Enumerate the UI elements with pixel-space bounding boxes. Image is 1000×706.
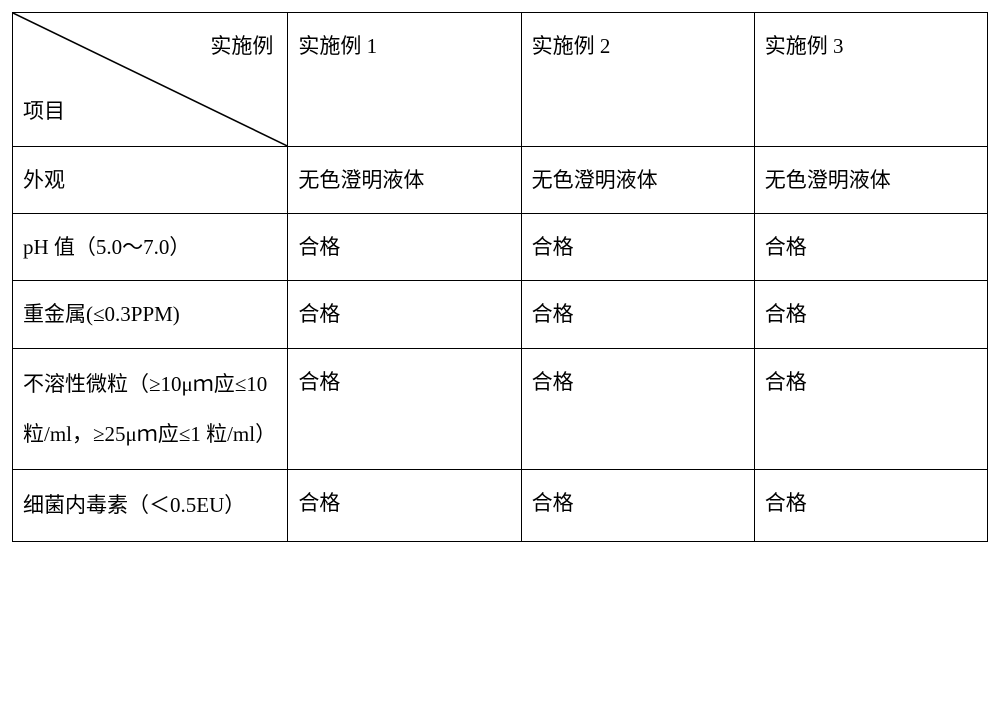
data-table: 实施例 项目 实施例 1 实施例 2 实施例 3 外观 无色澄明液体 无色澄明液… bbox=[12, 12, 988, 542]
table-row: 外观 无色澄明液体 无色澄明液体 无色澄明液体 bbox=[13, 147, 988, 214]
row-cell: 合格 bbox=[288, 214, 521, 281]
row-cell: 合格 bbox=[288, 348, 521, 470]
row-cell: 合格 bbox=[521, 470, 754, 541]
table-row: 重金属(≤0.3PPM) 合格 合格 合格 bbox=[13, 281, 988, 348]
table-row: 细菌内毒素（＜0.5EU） 合格 合格 合格 bbox=[13, 470, 988, 541]
col-header-3: 实施例 3 bbox=[754, 13, 987, 147]
row-cell: 无色澄明液体 bbox=[288, 147, 521, 214]
diagonal-header-cell: 实施例 项目 bbox=[13, 13, 288, 147]
row-cell: 合格 bbox=[754, 348, 987, 470]
row-cell: 合格 bbox=[521, 281, 754, 348]
header-bottom-label: 项目 bbox=[23, 88, 65, 134]
row-cell: 无色澄明液体 bbox=[521, 147, 754, 214]
row-cell: 合格 bbox=[754, 214, 987, 281]
row-label: pH 值（5.0～7.0） bbox=[13, 214, 288, 281]
row-label: 外观 bbox=[13, 147, 288, 214]
row-label: 细菌内毒素（＜0.5EU） bbox=[13, 470, 288, 541]
row-label: 不溶性微粒（≥10μｍ应≤10 粒/ml，≥25μｍ应≤1 粒/ml） bbox=[13, 348, 288, 470]
table-header-row: 实施例 项目 实施例 1 实施例 2 实施例 3 bbox=[13, 13, 988, 147]
row-cell: 合格 bbox=[754, 470, 987, 541]
row-cell: 无色澄明液体 bbox=[754, 147, 987, 214]
row-cell: 合格 bbox=[288, 281, 521, 348]
row-label: 重金属(≤0.3PPM) bbox=[13, 281, 288, 348]
table-row: 不溶性微粒（≥10μｍ应≤10 粒/ml，≥25μｍ应≤1 粒/ml） 合格 合… bbox=[13, 348, 988, 470]
col-header-1: 实施例 1 bbox=[288, 13, 521, 147]
data-table-container: 实施例 项目 实施例 1 实施例 2 实施例 3 外观 无色澄明液体 无色澄明液… bbox=[12, 12, 988, 542]
row-cell: 合格 bbox=[521, 214, 754, 281]
row-cell: 合格 bbox=[521, 348, 754, 470]
header-top-label: 实施例 bbox=[210, 23, 273, 69]
table-row: pH 值（5.0～7.0） 合格 合格 合格 bbox=[13, 214, 988, 281]
row-cell: 合格 bbox=[754, 281, 987, 348]
row-cell: 合格 bbox=[288, 470, 521, 541]
col-header-2: 实施例 2 bbox=[521, 13, 754, 147]
